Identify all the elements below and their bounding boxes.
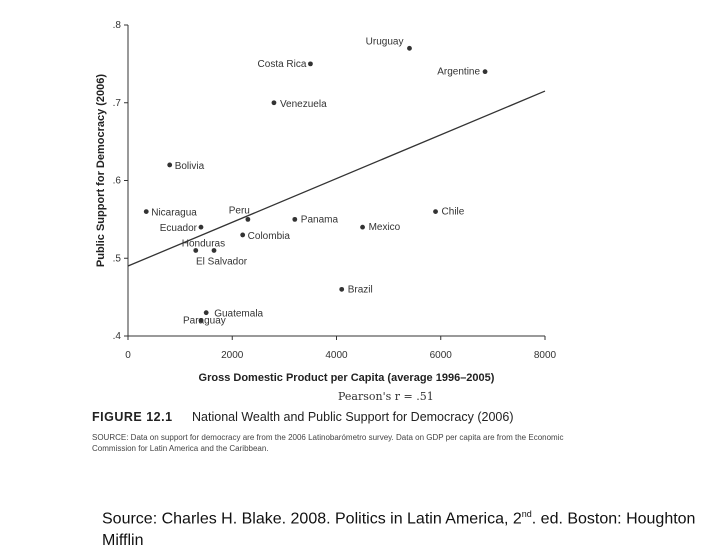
figure-number: FIGURE 12.1 xyxy=(92,410,173,424)
point-label: Honduras xyxy=(182,238,225,249)
citation-superscript: nd xyxy=(521,509,532,519)
data-point xyxy=(198,224,204,230)
data-point xyxy=(198,318,204,323)
y-tick-label: .4 xyxy=(113,331,122,342)
figure-source-note: SOURCE: Data on support for democracy ar… xyxy=(92,433,564,453)
y-tick-label: .5 xyxy=(113,253,122,264)
point-label: Colombia xyxy=(248,231,291,242)
y-tick-label: .6 xyxy=(113,176,122,187)
point-label: Chile xyxy=(442,207,465,218)
point-label: Mexico xyxy=(369,222,401,233)
chart-ticks: 0 2000 4000 6000 8000 .4 .5 .6 .7 .8 xyxy=(113,20,557,361)
data-point xyxy=(482,69,488,75)
data-point xyxy=(360,224,365,230)
data-point xyxy=(143,209,149,215)
data-point xyxy=(193,248,199,253)
scatter-chart: 0 2000 4000 6000 8000 .4 .5 .6 .7 .8 Uruguay Costa… xyxy=(95,20,557,400)
point-label: Ecuador xyxy=(160,223,198,234)
point-label: El Salvador xyxy=(196,256,248,267)
point-label: Nicaragua xyxy=(151,208,197,219)
point-label: Venezuela xyxy=(280,99,327,110)
data-point xyxy=(211,248,217,253)
data-point xyxy=(271,100,277,106)
x-tick-label: 8000 xyxy=(534,350,557,361)
data-point xyxy=(167,162,173,168)
citation-text: Source: Charles H. Blake. 2008. Politics… xyxy=(102,503,702,552)
y-tick-label: .7 xyxy=(113,98,122,109)
point-label: Bolivia xyxy=(175,161,205,172)
regression-line xyxy=(127,90,546,267)
point-label: Paraguay xyxy=(183,315,226,326)
data-point xyxy=(292,216,298,222)
regression-group xyxy=(127,90,546,267)
data-point xyxy=(245,216,251,222)
point-label: Costa Rica xyxy=(258,59,307,70)
y-axis-title: Public Support for Democracy (2006) xyxy=(95,74,107,267)
data-point xyxy=(308,61,313,67)
figure-caption: FIGURE 12.1 National Wealth and Public S… xyxy=(92,410,652,424)
data-point xyxy=(433,209,438,215)
data-point xyxy=(407,45,412,51)
pearson-annotation: Pearson's r = .51 xyxy=(338,390,434,400)
point-label: Uruguay xyxy=(366,36,404,47)
point-label: Peru xyxy=(229,205,250,216)
point-label: Brazil xyxy=(348,284,373,295)
point-label: Argentine xyxy=(437,67,480,78)
data-point xyxy=(339,286,345,292)
figure-title: National Wealth and Public Support for D… xyxy=(192,410,514,424)
x-tick-label: 4000 xyxy=(325,350,348,361)
y-tick-label: .8 xyxy=(113,20,122,31)
x-tick-label: 6000 xyxy=(430,350,453,361)
data-points: Uruguay Costa Rica Argentine Venezuela Boliv… xyxy=(143,36,488,326)
point-label: Guatemala xyxy=(214,309,263,320)
x-axis-title: Gross Domestic Product per Capita (avera… xyxy=(199,372,495,384)
point-label: Panama xyxy=(301,214,339,225)
data-point xyxy=(203,310,209,316)
x-tick-label: 2000 xyxy=(221,350,244,361)
chart-axes xyxy=(127,25,545,337)
x-tick-label: 0 xyxy=(125,350,131,361)
citation-main: Source: Charles H. Blake. 2008. Politics… xyxy=(102,510,522,528)
data-point xyxy=(240,232,246,238)
